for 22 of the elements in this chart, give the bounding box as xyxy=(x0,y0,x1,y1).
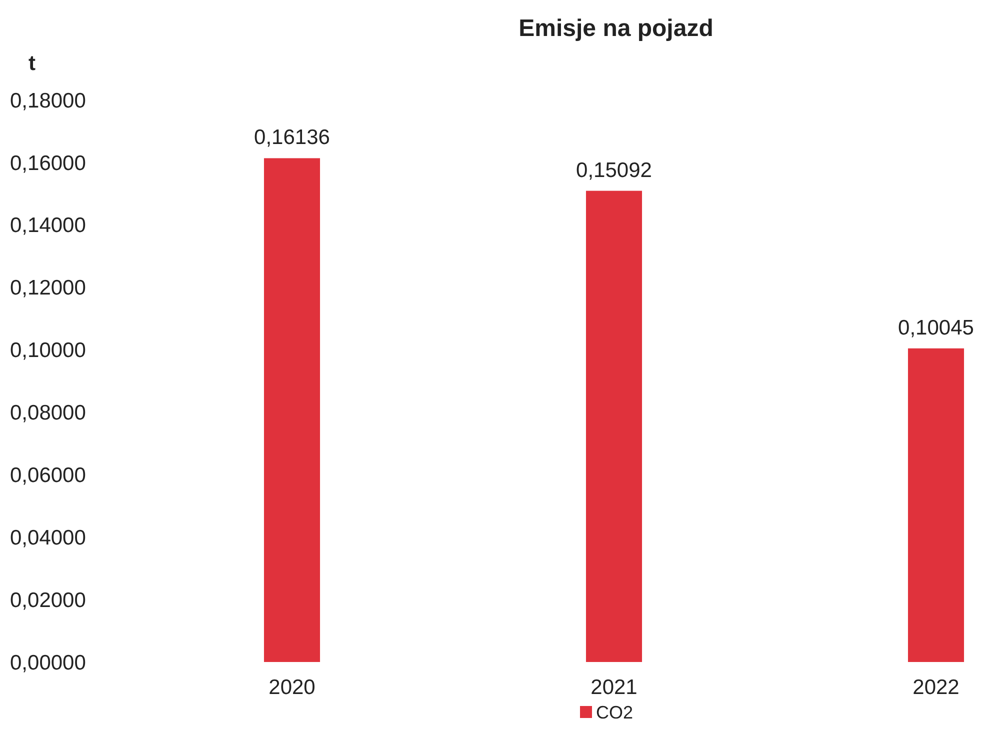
y-tick-label: 0,18000 xyxy=(10,89,86,112)
data-label: 0,16136 xyxy=(254,126,330,150)
y-tick-label: 0,06000 xyxy=(10,464,86,488)
y-tick-label: 0,02000 xyxy=(10,588,86,612)
y-tick-label: 0,14000 xyxy=(10,214,86,238)
y-tick-label: 0,04000 xyxy=(10,526,86,550)
y-tick-label: 0,00000 xyxy=(10,651,86,674)
y-tick-label: 0,12000 xyxy=(10,276,86,300)
y-tick-label: 0,16000 xyxy=(10,152,86,175)
x-tick-label: 2020 xyxy=(268,676,316,699)
data-label: 0,15092 xyxy=(576,158,652,182)
y-tick-label: 0,10000 xyxy=(10,339,86,362)
y-tick-label: 0,08000 xyxy=(10,402,86,425)
x-tick-label: 2022 xyxy=(912,676,960,699)
data-label: 0,10045 xyxy=(898,316,974,340)
legend-label: CO2 xyxy=(596,702,634,722)
x-tick-label: 2021 xyxy=(590,676,638,699)
bar xyxy=(264,158,320,662)
bar xyxy=(908,348,964,662)
bar xyxy=(586,190,642,662)
chart-title: Emisje na pojazd xyxy=(518,15,714,42)
y-axis-title: t xyxy=(28,52,36,75)
